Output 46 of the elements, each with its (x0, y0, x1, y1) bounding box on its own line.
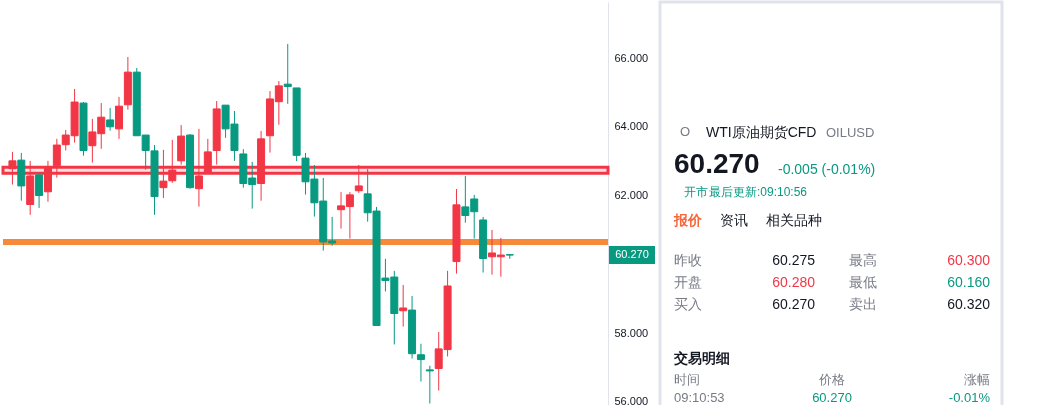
candlestick (203, 138, 212, 174)
text: 最后更新:09:10:56 (709, 185, 808, 199)
candlestick (354, 164, 363, 194)
candlestick (425, 365, 434, 405)
text: -0.01% (948, 390, 991, 405)
text: 60.270 (615, 248, 649, 261)
y-tick-label: 66.000 (614, 51, 649, 64)
text: 交易明细 (673, 350, 730, 366)
text: 买入 (674, 296, 702, 312)
text: 60.270 (674, 148, 760, 179)
y-tick-label: 58.000 (614, 326, 649, 339)
text: 60.270 (772, 296, 816, 312)
candlestick (115, 96, 124, 140)
y-tick-label: 62.000 (614, 189, 649, 202)
text: 卖出 (849, 296, 877, 312)
candlestick (283, 43, 292, 105)
y-tick-label: 64.000 (614, 120, 649, 133)
text: 最高 (849, 252, 877, 268)
text: -0.005 (-0.01%) (778, 161, 876, 177)
text: 昨收 (674, 252, 702, 268)
candlestick (106, 107, 115, 132)
text: 资讯 (720, 212, 748, 228)
text: 60.275 (772, 252, 816, 268)
candlestick (416, 343, 425, 383)
text: 报价 (673, 212, 703, 228)
candlestick (194, 128, 203, 208)
candlestick (399, 284, 408, 328)
text: WTI原油期货CFD (706, 124, 817, 140)
text: 60.280 (772, 274, 816, 290)
text: 60.300 (947, 252, 991, 268)
text: 开盘 (674, 274, 702, 290)
text: 开市 (684, 185, 708, 199)
text: OILUSD (826, 125, 875, 140)
text: 60.320 (947, 296, 991, 312)
y-tick-label: 56.000 (614, 395, 649, 405)
candlestick (35, 173, 44, 209)
text: 09:10:53 (674, 390, 725, 405)
text: 涨幅 (964, 372, 990, 387)
candlestick (8, 151, 17, 186)
text: 最低 (849, 274, 877, 290)
text: O (679, 124, 691, 139)
text: 相关品种 (766, 212, 822, 228)
text: 时间 (674, 372, 700, 387)
text: 60.160 (947, 274, 991, 290)
text: 60.270 (812, 390, 852, 405)
text: 价格 (818, 372, 845, 387)
